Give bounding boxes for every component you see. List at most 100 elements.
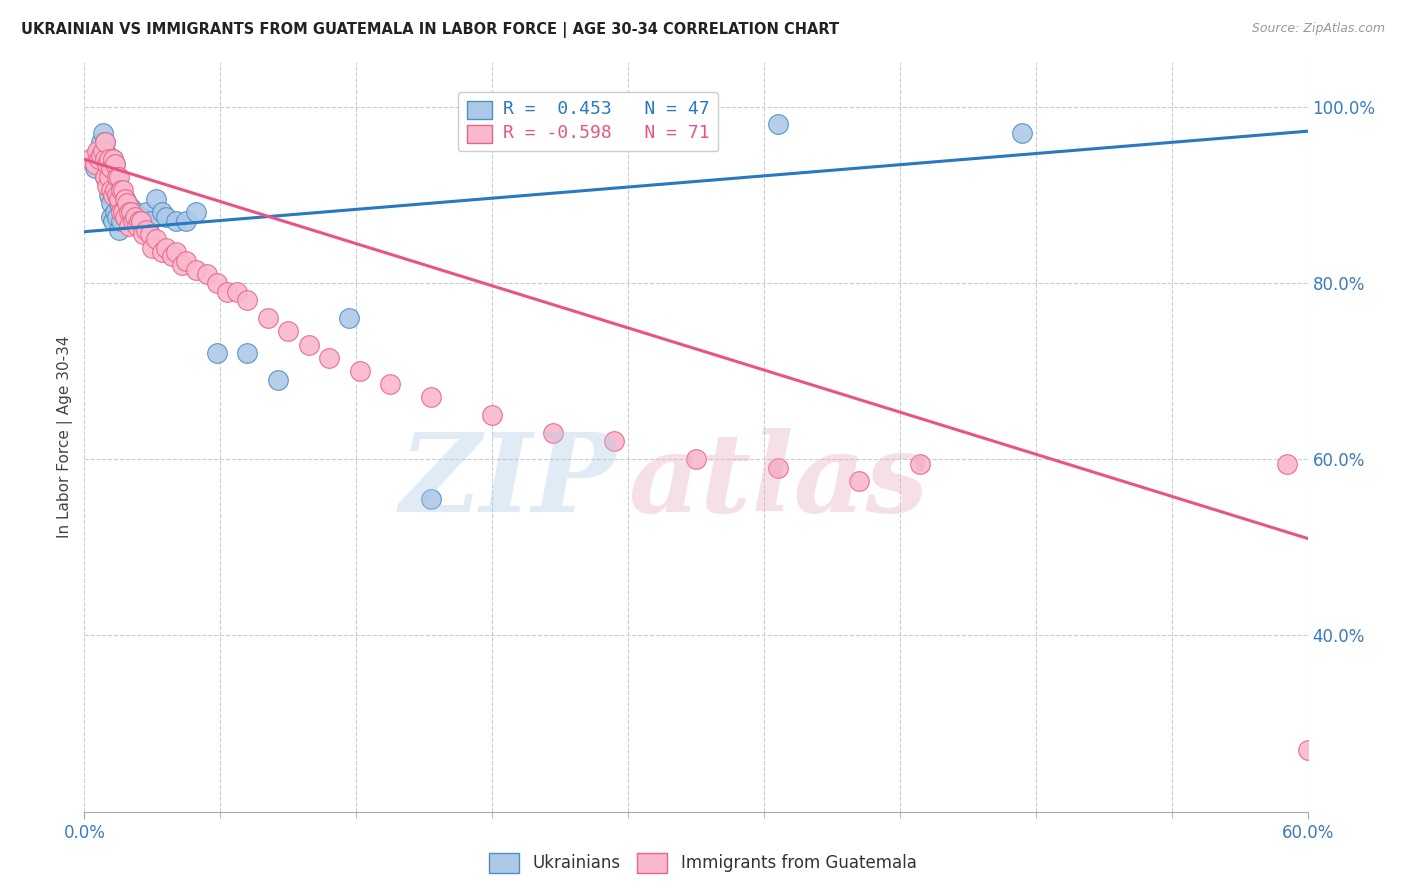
Point	[79, 153, 101, 167]
Point	[93, 144, 115, 158]
Point	[105, 210, 128, 224]
Point	[114, 210, 136, 224]
Point	[155, 241, 177, 255]
Point	[420, 491, 443, 506]
Point	[114, 192, 136, 206]
Point	[97, 169, 120, 184]
Point	[172, 258, 194, 272]
Text: UKRAINIAN VS IMMIGRANTS FROM GUATEMALA IN LABOR FORCE | AGE 30-34 CORRELATION CH: UKRAINIAN VS IMMIGRANTS FROM GUATEMALA I…	[21, 22, 839, 38]
Point	[155, 210, 177, 224]
Point	[267, 373, 290, 387]
Point	[96, 178, 118, 193]
Point	[118, 205, 141, 219]
Point	[112, 196, 135, 211]
Point	[83, 157, 105, 171]
Point	[87, 144, 110, 158]
Point	[339, 311, 361, 326]
Point	[104, 157, 127, 171]
Point	[257, 311, 280, 326]
Point	[124, 205, 146, 219]
Point	[101, 214, 124, 228]
Point	[195, 267, 218, 281]
Point	[766, 461, 789, 475]
Point	[93, 135, 115, 149]
Point	[108, 192, 131, 206]
Point	[100, 210, 122, 224]
Point	[1296, 743, 1319, 757]
Point	[186, 205, 208, 219]
Point	[205, 346, 228, 360]
Point	[108, 196, 131, 211]
Point	[93, 169, 115, 184]
Point	[101, 153, 124, 167]
Point	[122, 210, 145, 224]
Point	[145, 192, 167, 206]
Text: ZIP: ZIP	[399, 428, 616, 536]
Point	[174, 214, 197, 228]
Point	[685, 452, 707, 467]
Point	[96, 153, 118, 167]
Point	[910, 457, 932, 471]
Point	[543, 425, 565, 440]
Point	[150, 244, 173, 259]
Point	[108, 169, 131, 184]
Point	[100, 196, 122, 211]
Point	[848, 474, 870, 488]
Point	[112, 183, 135, 197]
Point	[131, 214, 153, 228]
Point	[145, 232, 167, 246]
Point	[127, 219, 149, 233]
Point	[112, 205, 135, 219]
Point	[93, 161, 115, 176]
Point	[236, 293, 259, 308]
Point	[1011, 126, 1033, 140]
Legend: Ukrainians, Immigrants from Guatemala: Ukrainians, Immigrants from Guatemala	[482, 847, 924, 880]
Point	[90, 148, 112, 162]
Point	[104, 205, 127, 219]
Point	[1277, 457, 1299, 471]
Point	[114, 192, 136, 206]
Point	[128, 214, 150, 228]
Point	[131, 210, 153, 224]
Point	[174, 253, 197, 268]
Point	[186, 262, 208, 277]
Legend: R =  0.453   N = 47, R = -0.598   N = 71: R = 0.453 N = 47, R = -0.598 N = 71	[458, 92, 717, 151]
Point	[110, 192, 132, 206]
Point	[124, 210, 146, 224]
Point	[318, 351, 340, 365]
Point	[108, 223, 131, 237]
Point	[115, 196, 138, 211]
Point	[349, 364, 371, 378]
Point	[87, 153, 110, 167]
Point	[105, 187, 128, 202]
Point	[104, 183, 127, 197]
Point	[236, 346, 259, 360]
Point	[160, 249, 183, 263]
Point	[110, 183, 132, 197]
Point	[93, 153, 115, 167]
Point	[135, 205, 157, 219]
Point	[481, 408, 503, 422]
Point	[100, 183, 122, 197]
Point	[110, 214, 132, 228]
Point	[91, 144, 114, 158]
Point	[141, 241, 163, 255]
Point	[93, 135, 115, 149]
Point	[165, 214, 187, 228]
Point	[165, 244, 187, 259]
Point	[127, 214, 149, 228]
Point	[120, 205, 142, 219]
Point	[93, 169, 115, 184]
Point	[122, 214, 145, 228]
Point	[96, 157, 118, 171]
Point	[226, 285, 249, 299]
Point	[105, 187, 128, 202]
Point	[120, 201, 142, 215]
Point	[90, 135, 112, 149]
Point	[97, 153, 120, 167]
Point	[118, 219, 141, 233]
Point	[135, 223, 157, 237]
Point	[100, 161, 122, 176]
Text: atlas: atlas	[628, 428, 929, 536]
Point	[114, 210, 136, 224]
